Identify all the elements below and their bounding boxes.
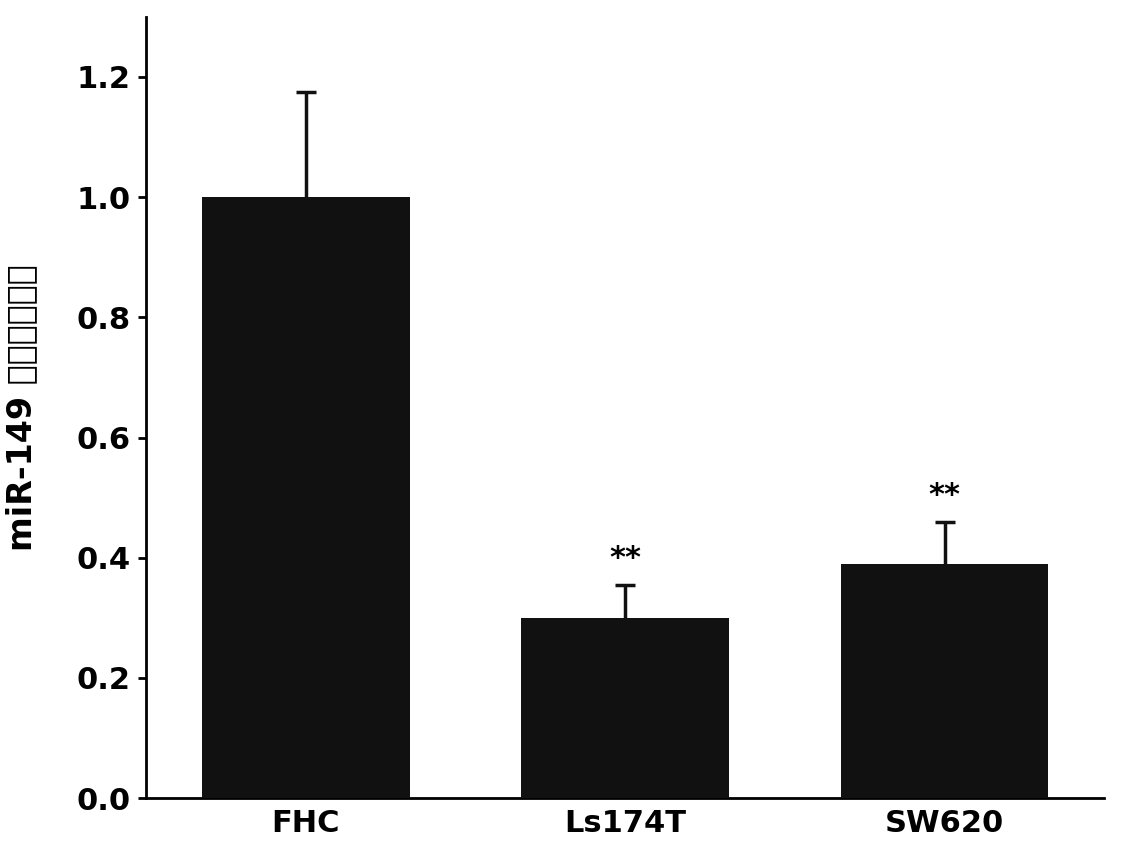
Text: **: ** [928,481,961,510]
Bar [841,563,1048,799]
Bar [521,618,729,799]
Text: **: ** [609,544,641,573]
Text: miR-149 相对表达水平: miR-149 相对表达水平 [4,264,38,551]
Bar [202,197,409,799]
